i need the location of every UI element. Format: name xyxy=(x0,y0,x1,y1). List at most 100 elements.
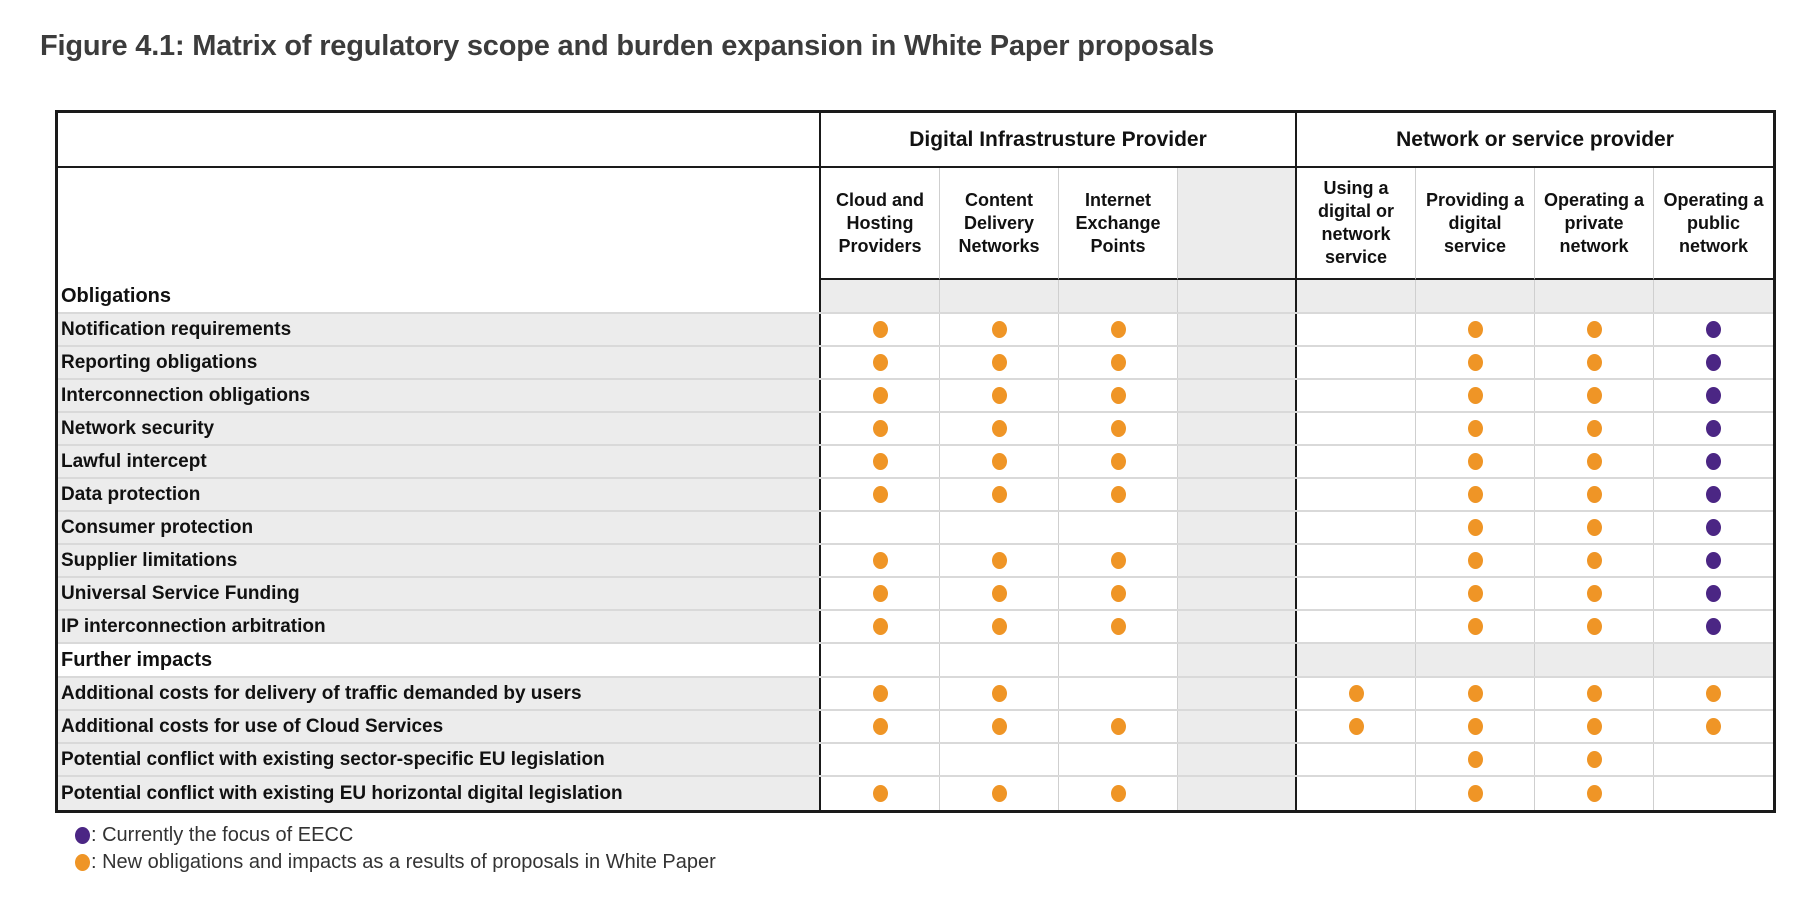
empty-cell xyxy=(940,280,1059,312)
orange-dot-cell xyxy=(1416,479,1535,510)
orange-dot-icon xyxy=(991,354,1007,371)
purple-dot-icon xyxy=(1706,387,1721,404)
orange-dot-icon xyxy=(1586,751,1602,768)
orange-dot-icon xyxy=(1467,453,1483,470)
row-label: Further impacts xyxy=(58,644,821,676)
orange-dot-icon xyxy=(991,552,1007,569)
orange-dot-cell xyxy=(1416,545,1535,576)
orange-dot-icon xyxy=(991,453,1007,470)
empty-cell xyxy=(1178,545,1297,576)
row-label: Notification requirements xyxy=(58,314,821,345)
orange-dot-icon xyxy=(1586,519,1602,536)
empty-cell xyxy=(1178,280,1297,312)
orange-dot-cell xyxy=(1535,380,1654,411)
orange-dot-icon xyxy=(1110,718,1126,735)
orange-dot-cell xyxy=(1416,777,1535,810)
orange-dot-icon xyxy=(1110,453,1126,470)
empty-cell xyxy=(940,512,1059,543)
orange-dot-cell xyxy=(1654,678,1773,709)
orange-dot-icon xyxy=(872,420,888,437)
orange-dot-cell xyxy=(1416,512,1535,543)
column-header-public-network: Operating a public network xyxy=(1654,168,1773,280)
orange-dot-cell xyxy=(1297,711,1416,742)
table-row: Additional costs for use of Cloud Servic… xyxy=(58,711,1773,744)
orange-dot-icon xyxy=(1110,486,1126,503)
empty-cell xyxy=(1654,280,1773,312)
orange-dot-cell xyxy=(821,545,940,576)
empty-cell xyxy=(1178,512,1297,543)
orange-dot-icon xyxy=(1586,321,1602,338)
purple-dot-icon xyxy=(75,827,90,844)
orange-dot-icon xyxy=(872,387,888,404)
empty-cell xyxy=(1059,512,1178,543)
orange-dot-icon xyxy=(1110,552,1126,569)
row-label: Potential conflict with existing sector-… xyxy=(58,744,821,775)
orange-dot-icon xyxy=(1467,354,1483,371)
table-row: Potential conflict with existing sector-… xyxy=(58,744,1773,777)
orange-dot-icon xyxy=(991,321,1007,338)
empty-cell xyxy=(1535,644,1654,676)
empty-cell xyxy=(1059,280,1178,312)
column-header-providing-service: Providing a digital service xyxy=(1416,168,1535,280)
orange-dot-icon xyxy=(1586,785,1602,802)
orange-dot-icon xyxy=(1706,718,1721,735)
orange-dot-icon xyxy=(1586,453,1602,470)
orange-dot-cell xyxy=(940,678,1059,709)
purple-dot-icon xyxy=(1706,618,1721,635)
table-row: Supplier limitations xyxy=(58,545,1773,578)
empty-cell xyxy=(1059,744,1178,775)
row-label: IP interconnection arbitration xyxy=(58,611,821,642)
legend-item-eecc: : Currently the focus of EECC xyxy=(75,822,716,849)
table-row: Consumer protection xyxy=(58,512,1773,545)
empty-cell xyxy=(1178,347,1297,378)
orange-dot-cell xyxy=(1535,314,1654,345)
purple-dot-cell xyxy=(1654,413,1773,444)
purple-dot-cell xyxy=(1654,545,1773,576)
orange-dot-cell xyxy=(1416,578,1535,609)
orange-dot-icon xyxy=(1586,387,1602,404)
orange-dot-cell xyxy=(1535,744,1654,775)
row-label: Supplier limitations xyxy=(58,545,821,576)
orange-dot-icon xyxy=(1467,552,1483,569)
empty-cell xyxy=(1416,644,1535,676)
orange-dot-cell xyxy=(821,314,940,345)
purple-dot-icon xyxy=(1706,420,1721,437)
orange-dot-icon xyxy=(991,420,1007,437)
orange-dot-icon xyxy=(1586,486,1602,503)
orange-dot-cell xyxy=(821,413,940,444)
empty-cell xyxy=(1178,314,1297,345)
orange-dot-icon xyxy=(872,453,888,470)
empty-cell xyxy=(1297,347,1416,378)
orange-dot-cell xyxy=(940,545,1059,576)
orange-dot-cell xyxy=(940,347,1059,378)
orange-dot-cell xyxy=(940,413,1059,444)
orange-dot-icon xyxy=(1467,751,1483,768)
purple-dot-cell xyxy=(1654,314,1773,345)
orange-dot-icon xyxy=(991,618,1007,635)
empty-cell xyxy=(1059,678,1178,709)
matrix-body: Obligations Notification requirements Repo… xyxy=(58,280,1773,810)
orange-dot-icon xyxy=(1586,618,1602,635)
table-row: IP interconnection arbitration xyxy=(58,611,1773,644)
section-row: Further impacts xyxy=(58,644,1773,678)
orange-dot-icon xyxy=(1467,420,1483,437)
row-label: Obligations xyxy=(58,280,821,312)
orange-dot-cell xyxy=(1059,711,1178,742)
purple-dot-icon xyxy=(1706,453,1721,470)
column-header-using-service: Using a digital or network service xyxy=(1297,168,1416,280)
orange-dot-icon xyxy=(872,585,888,602)
orange-dot-cell xyxy=(1535,777,1654,810)
orange-dot-cell xyxy=(1059,347,1178,378)
empty-cell xyxy=(1297,545,1416,576)
row-label: Potential conflict with existing EU hori… xyxy=(58,777,821,810)
row-label: Reporting obligations xyxy=(58,347,821,378)
empty-cell xyxy=(1178,446,1297,477)
purple-dot-icon xyxy=(1706,585,1721,602)
purple-dot-cell xyxy=(1654,347,1773,378)
empty-cell xyxy=(1297,777,1416,810)
row-label-header-blank xyxy=(58,168,821,280)
orange-dot-cell xyxy=(1535,711,1654,742)
empty-cell xyxy=(940,644,1059,676)
orange-dot-cell xyxy=(1059,314,1178,345)
